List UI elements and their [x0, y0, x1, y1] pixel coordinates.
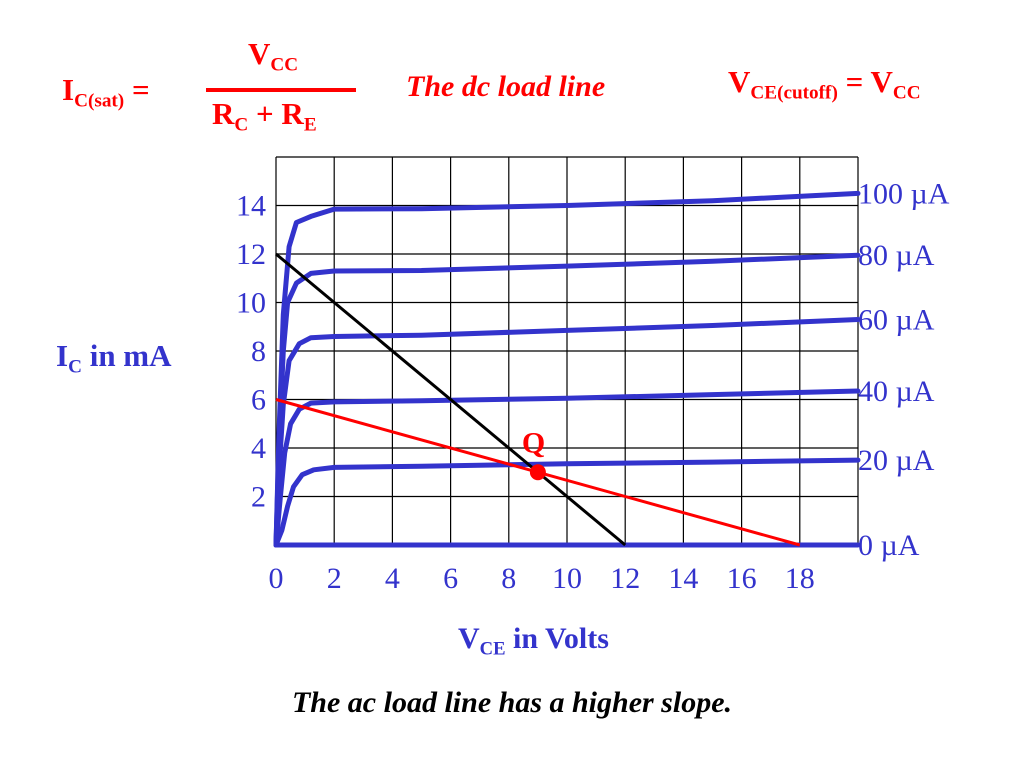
x-tick-label: 0 [269, 562, 284, 595]
curve-label: 60 µA [858, 303, 935, 336]
y-tick-label: 10 [236, 287, 266, 320]
x-tick-label: 16 [727, 562, 757, 595]
y-tick-label: 12 [236, 238, 266, 271]
x-tick-label: 14 [668, 562, 698, 595]
curve-label: 20 µA [858, 444, 935, 477]
curve-label: 0 µA [858, 529, 920, 562]
chart-grid [275, 156, 859, 546]
y-tick-label: 4 [251, 432, 266, 465]
x-tick-label: 8 [501, 562, 516, 595]
curve-label: 100 µA [858, 177, 950, 210]
curve-label: 40 µA [858, 375, 935, 408]
y-tick-label: 2 [251, 481, 266, 514]
ic-sat-label: IC(sat) = [62, 72, 150, 112]
caption: The ac load line has a higher slope. [291, 686, 733, 719]
q-point-label: Q [522, 426, 545, 459]
curve-line [273, 190, 861, 548]
y-tick-label: 14 [236, 190, 266, 223]
curve-label: 80 µA [858, 239, 935, 272]
dc-load-line [275, 252, 627, 547]
chart-labels: Q 0 2 4 6 8 10 12 14 16 18 2 4 6 8 10 12 14 100 µA 80 µA 60 … [236, 177, 950, 595]
y-tick-label: 8 [251, 335, 266, 368]
x-tick-label: 4 [385, 562, 400, 595]
fraction-bar [206, 88, 356, 92]
x-tick-label: 2 [327, 562, 342, 595]
collector-curves [273, 190, 861, 548]
curve-line [273, 388, 861, 548]
dc-load-line-title: The dc load line [406, 70, 606, 103]
vce-cutoff-formula: VCE(cutoff) = VCC [728, 64, 921, 104]
x-tick-label: 6 [443, 562, 458, 595]
q-point-marker [529, 464, 546, 481]
y-axis-label: IC in mA [56, 338, 172, 378]
ic-sat-denominator: RC + RE [212, 96, 317, 136]
ic-sat-numerator: VCC [248, 36, 299, 76]
x-tick-label: 10 [552, 562, 582, 595]
y-tick-label: 6 [251, 384, 266, 417]
load-lines [275, 252, 801, 547]
x-tick-label: 18 [785, 562, 815, 595]
x-axis-label: VCE in Volts [458, 622, 609, 660]
x-tick-label: 12 [610, 562, 640, 595]
curve-line [273, 457, 861, 548]
